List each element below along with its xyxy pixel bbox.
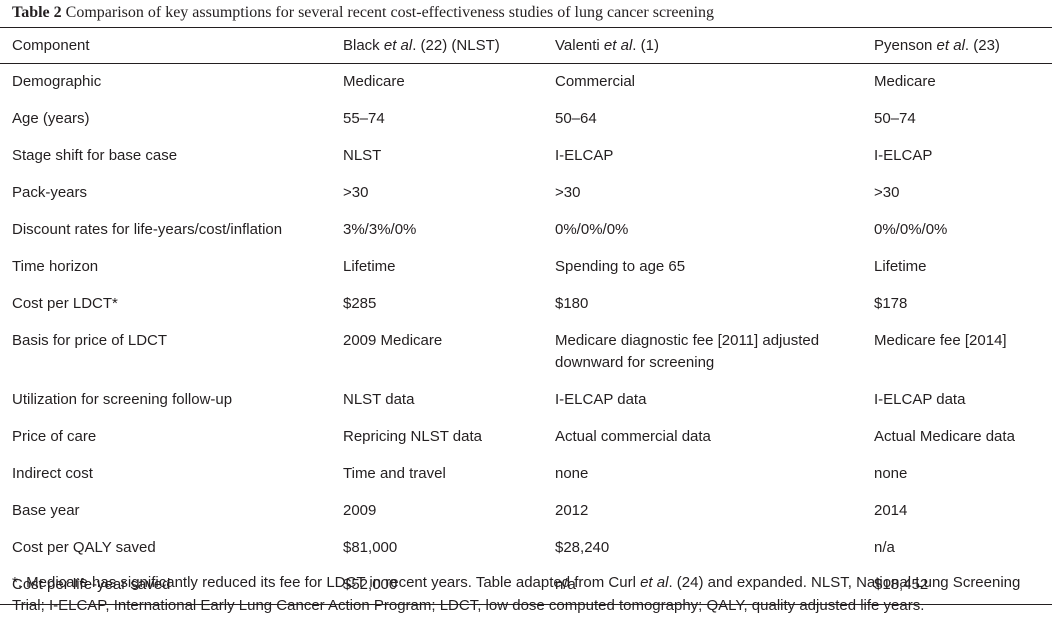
table-title: Comparison of key assumptions for severa… xyxy=(65,4,715,21)
cell-component: Base year xyxy=(12,502,80,519)
cell-valenti: >30 xyxy=(555,184,581,201)
table-row: Age (years) 55–74 50–64 50–74 xyxy=(0,101,1052,138)
table-header-row: Component Black et al. (22) (NLST) Valen… xyxy=(0,27,1052,64)
cell-component: Pack-years xyxy=(12,184,88,201)
cell-pyenson: I-ELCAP data xyxy=(874,391,966,408)
cell-component: Demographic xyxy=(12,73,102,90)
cell-black: Lifetime xyxy=(343,258,396,275)
table-row: Base year 2009 2012 2014 xyxy=(0,493,1052,530)
table-row: Price of care Repricing NLST data Actual c… xyxy=(0,419,1052,456)
cell-component: Price of care xyxy=(12,428,97,445)
cell-valenti: I-ELCAP data xyxy=(555,391,647,408)
cell-valenti: none xyxy=(555,465,589,482)
cell-black: NLST data xyxy=(343,391,415,408)
header-component: Component xyxy=(12,37,90,54)
cell-component: Basis for price of LDCT xyxy=(12,332,168,349)
cell-black: Medicare xyxy=(343,73,405,90)
cell-component: Indirect cost xyxy=(12,465,93,482)
table-row: Cost per QALY saved $81,000 $28,240 n/a xyxy=(0,530,1052,567)
cell-pyenson: $178 xyxy=(874,295,908,312)
cell-pyenson: Actual Medicare data xyxy=(874,428,1015,445)
cell-valenti: Medicare diagnostic fee [2011] adjusted … xyxy=(555,332,820,371)
cell-valenti: n/a xyxy=(555,576,576,593)
table-caption: Table 2 Comparison of key assumptions for… xyxy=(12,2,714,24)
cell-black: 2009 xyxy=(343,502,377,519)
cell-valenti: Commercial xyxy=(555,73,636,90)
cell-component: Cost per QALY saved xyxy=(12,539,156,556)
cell-valenti: 50–64 xyxy=(555,110,597,127)
cell-pyenson: none xyxy=(874,465,908,482)
cell-component: Stage shift for base case xyxy=(12,147,178,164)
table-row: Basis for price of LDCT 2009 Medicare Medi… xyxy=(0,323,1052,382)
cell-pyenson: Lifetime xyxy=(874,258,927,275)
cell-black: NLST xyxy=(343,147,382,164)
table-label: Table 2 xyxy=(12,4,62,21)
cell-pyenson: >30 xyxy=(874,184,900,201)
cell-black: $81,000 xyxy=(343,539,398,556)
comparison-table: Component Black et al. (22) (NLST) Valen… xyxy=(0,27,1052,605)
table-row: Cost per LDCT* $285 $180 $178 xyxy=(0,286,1052,323)
cell-component: Utilization for screening follow-up xyxy=(12,391,233,408)
cell-component: Age (years) xyxy=(12,110,90,127)
header-black: Black et al. (22) (NLST) xyxy=(343,37,500,54)
cell-pyenson: Medicare fee [2014] xyxy=(874,332,1007,349)
cell-pyenson: Medicare xyxy=(874,73,936,90)
cell-valenti: $180 xyxy=(555,295,589,312)
cell-pyenson: 50–74 xyxy=(874,110,916,127)
cell-pyenson: $18,452 xyxy=(874,576,929,593)
cell-valenti: 2012 xyxy=(555,502,589,519)
cell-pyenson: I-ELCAP xyxy=(874,147,933,164)
cell-black: Repricing NLST data xyxy=(343,428,482,445)
cell-black: >30 xyxy=(343,184,369,201)
cell-valenti: $28,240 xyxy=(555,539,610,556)
cell-valenti: Actual commercial data xyxy=(555,428,711,445)
table-row: Stage shift for base case NLST I-ELCAP I-EL… xyxy=(0,138,1052,175)
table-row: Demographic Medicare Commercial Medicare xyxy=(0,64,1052,102)
table-row: Cost per life-year saved $52,000 n/a $18,45… xyxy=(0,567,1052,605)
table-row: Discount rates for life-years/cost/infla… xyxy=(0,212,1052,249)
table-row: Indirect cost Time and travel none none xyxy=(0,456,1052,493)
cell-black: $52,000 xyxy=(343,576,398,593)
cell-black: Time and travel xyxy=(343,465,446,482)
cell-black: 3%/3%/0% xyxy=(343,221,417,238)
cell-component: Discount rates for life-years/cost/infla… xyxy=(12,221,283,238)
table-footnote: *, Medicare has significantly reduced it… xyxy=(12,574,1021,614)
cell-component: Time horizon xyxy=(12,258,99,275)
cell-valenti: Spending to age 65 xyxy=(555,258,686,275)
cell-valenti: I-ELCAP xyxy=(555,147,614,164)
header-pyenson: Pyenson et al. (23) xyxy=(874,37,1000,54)
header-valenti: Valenti et al. (1) xyxy=(555,37,659,54)
cell-valenti: 0%/0%/0% xyxy=(555,221,629,238)
cell-black: $285 xyxy=(343,295,377,312)
table-row: Pack-years >30 >30 >30 xyxy=(0,175,1052,212)
cell-component: Cost per LDCT* xyxy=(12,295,118,312)
table-row: Utilization for screening follow-up NLST … xyxy=(0,382,1052,419)
cell-black: 55–74 xyxy=(343,110,385,127)
cell-pyenson: 0%/0%/0% xyxy=(874,221,948,238)
cell-pyenson: n/a xyxy=(874,539,895,556)
cell-component: Cost per life-year saved xyxy=(12,576,171,593)
cell-black: 2009 Medicare xyxy=(343,332,443,349)
table-row: Time horizon Lifetime Spending to age 65 Li… xyxy=(0,249,1052,286)
cell-pyenson: 2014 xyxy=(874,502,908,519)
table-body: Demographic Medicare Commercial Medicare Age… xyxy=(0,64,1052,605)
